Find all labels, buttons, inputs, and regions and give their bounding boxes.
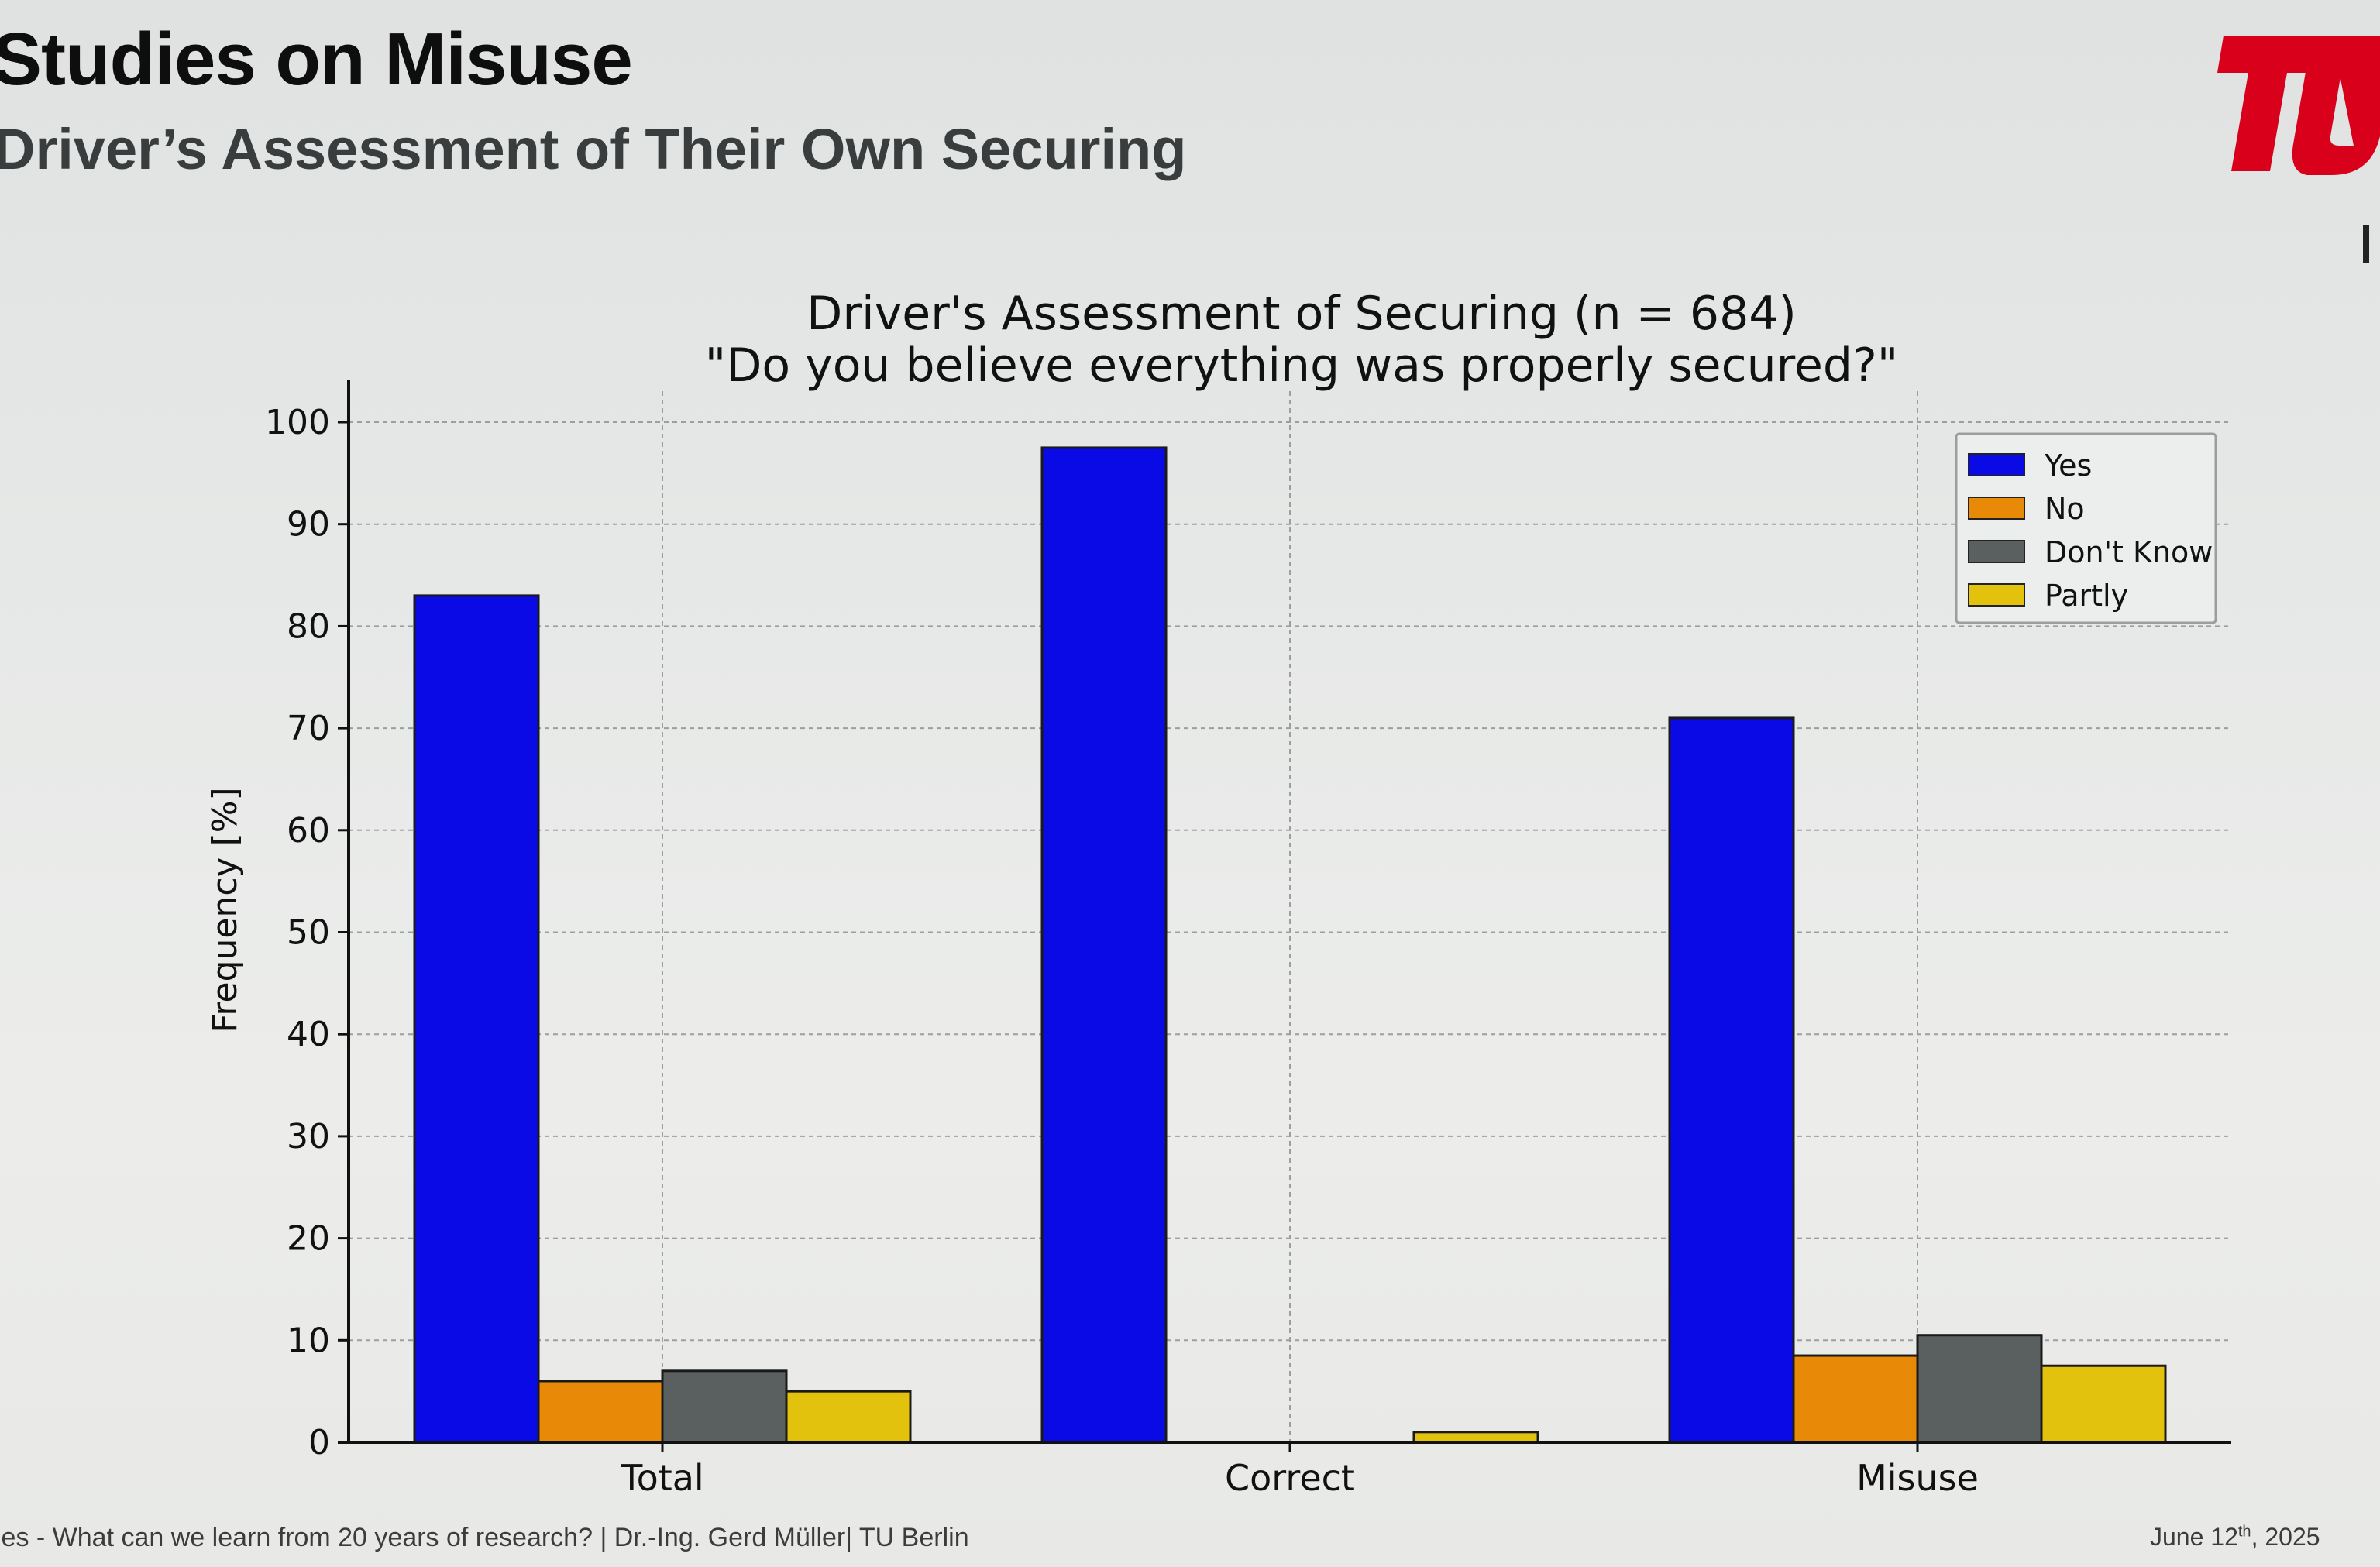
bar-yes-misuse <box>1668 716 1795 1444</box>
slide-subtitle: Driver’s Assessment of Their Own Securin… <box>0 117 1187 181</box>
legend-swatch <box>1968 583 2025 607</box>
y-tick-label: 60 <box>287 811 330 851</box>
y-tick-label: 0 <box>308 1423 330 1462</box>
footer-date-suffix: , 2025 <box>2251 1523 2320 1551</box>
grid-lines <box>349 391 2231 1442</box>
y-tick-label: 70 <box>287 709 330 748</box>
y-tick-label: 20 <box>287 1219 330 1259</box>
footer-date: June 12th, 2025 <box>2150 1523 2320 1552</box>
chart-title: Driver's Assessment of Securing (n = 684… <box>807 287 1797 341</box>
bar-don-t-know-misuse <box>1916 1334 2043 1444</box>
x-tick-label: Misuse <box>1856 1457 1979 1499</box>
y-tick-label: 80 <box>287 607 330 646</box>
y-tick-label: 10 <box>287 1321 330 1360</box>
legend-label: Partly <box>2045 579 2128 613</box>
bar-no-total <box>537 1380 664 1444</box>
legend-swatch <box>1968 497 2025 520</box>
slide-title: Studies on Misuse <box>0 18 633 101</box>
bar-yes-correct <box>1040 446 1168 1444</box>
legend: Yes No Don't Know Partly <box>1955 432 2217 624</box>
axes: 0 10 20 30 40 50 60 70 80 90 100 Total Correct Misuse <box>265 380 2231 1499</box>
bar-partly-misuse <box>2040 1364 2167 1444</box>
y-tick-label: 90 <box>287 505 330 545</box>
chart-subtitle: "Do you believe everything was properly … <box>705 338 1899 393</box>
legend-swatch <box>1968 540 2025 563</box>
bar-partly-total <box>785 1390 912 1444</box>
y-axis-label: Frequency [%] <box>205 787 245 1033</box>
logo-fragment <box>2363 225 2369 263</box>
legend-label: No <box>2045 492 2085 526</box>
footer-date-sup: th <box>2237 1523 2251 1541</box>
y-tick-label: 100 <box>265 403 330 442</box>
x-tick-label: Correct <box>1225 1457 1355 1499</box>
y-tick-label: 30 <box>287 1117 330 1156</box>
legend-box <box>1955 432 2217 624</box>
footer-text: ies - What can we learn from 20 years of… <box>0 1523 969 1552</box>
bar-don-t-know-total <box>661 1369 788 1444</box>
bar-no-misuse <box>1792 1354 1919 1444</box>
x-tick-label: Total <box>620 1457 703 1499</box>
tu-berlin-logo-icon <box>2217 36 2380 175</box>
bar-yes-total <box>413 594 540 1444</box>
legend-swatch <box>1968 453 2025 476</box>
y-tick-label: 40 <box>287 1015 330 1054</box>
bars <box>413 446 2167 1444</box>
footer-date-prefix: June 12 <box>2150 1523 2238 1551</box>
y-tick-label: 50 <box>287 913 330 953</box>
legend-label: Don't Know <box>2045 535 2213 569</box>
legend-label: Yes <box>2044 448 2092 483</box>
